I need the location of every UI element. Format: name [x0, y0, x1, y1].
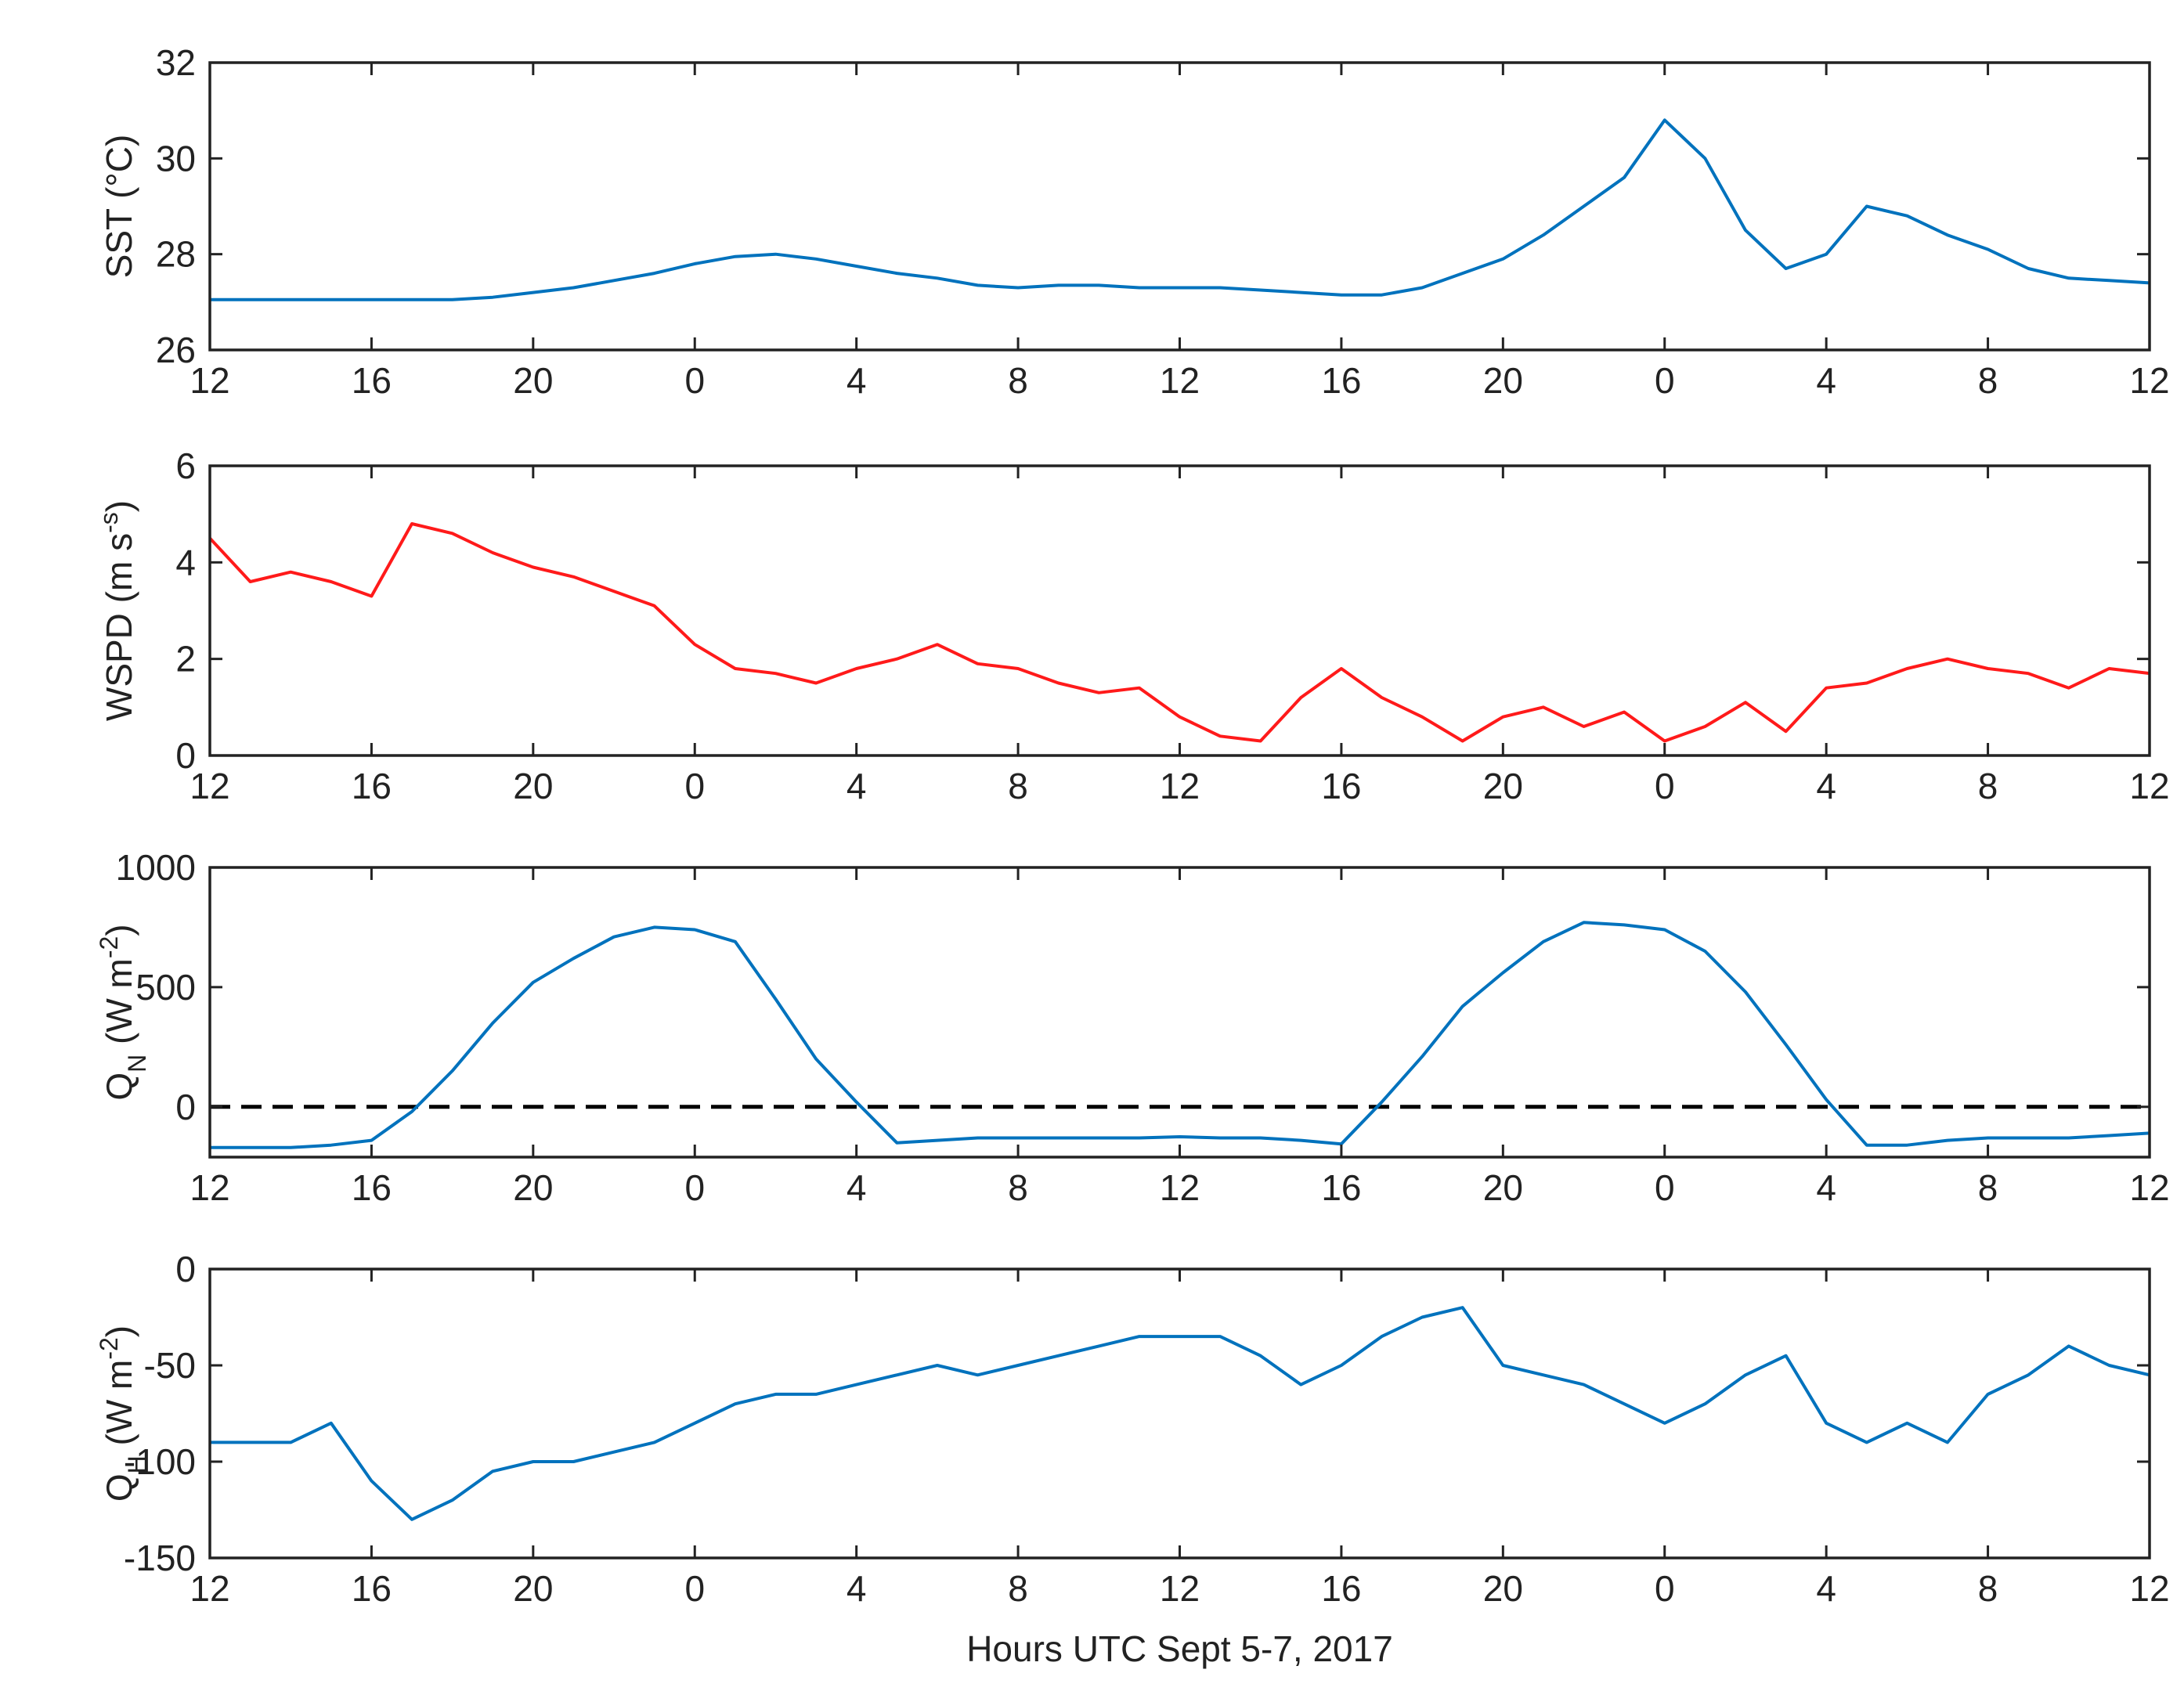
y-tick-label: 1000: [116, 847, 196, 888]
x-tick-label: 16: [352, 1568, 392, 1609]
x-tick-label: 8: [1008, 1167, 1028, 1208]
x-tick-label: 0: [1655, 360, 1675, 401]
y-label-part: -s: [95, 512, 123, 533]
x-tick-label: 20: [1483, 1568, 1523, 1609]
data-line: [210, 921, 2150, 1149]
x-tick-label: 20: [1483, 766, 1523, 806]
x-tick-label: 20: [1483, 360, 1523, 401]
x-tick-label: 4: [1816, 360, 1836, 401]
x-tick-label: 4: [1816, 1167, 1836, 1208]
y-tick-label: 500: [135, 967, 196, 1008]
x-tick-label: 0: [684, 360, 705, 401]
y-axis-label: QN (W m-2): [95, 924, 151, 1100]
x-tick-label: 12: [190, 360, 229, 401]
y-tick-label: 2: [175, 639, 196, 680]
y-tick-label: -100: [124, 1441, 196, 1482]
x-tick-label: 20: [513, 1568, 553, 1609]
y-axis-label: QH (W m-2): [95, 1325, 151, 1502]
y-label-part: WSPD (m s: [99, 533, 139, 721]
y-tick-label: 32: [156, 42, 196, 83]
x-tick-label: 20: [513, 360, 553, 401]
plot-frame: [208, 464, 2151, 757]
x-tick-label: 12: [2129, 360, 2169, 401]
x-tick-label: 0: [1655, 1167, 1675, 1208]
x-tick-label: 20: [513, 766, 553, 806]
x-tick-label: 8: [1008, 1568, 1028, 1609]
x-tick-label: 8: [1008, 360, 1028, 401]
x-tick-label: 0: [684, 766, 705, 806]
x-tick-label: 20: [1483, 1167, 1523, 1208]
x-tick-label: 12: [1160, 766, 1200, 806]
y-tick-label: 0: [175, 1249, 196, 1289]
x-tick-label: 8: [1978, 1167, 1998, 1208]
y-tick-label: 6: [175, 445, 196, 486]
data-line: [210, 1306, 2150, 1521]
y-tick-label: -150: [124, 1538, 196, 1578]
data-line: [210, 118, 2150, 301]
x-tick-label: 4: [847, 1167, 867, 1208]
x-tick-label: 16: [352, 360, 392, 401]
y-tick-label: 30: [156, 138, 196, 178]
y-label-part: ): [99, 500, 139, 512]
x-tick-label: 0: [1655, 766, 1675, 806]
x-tick-label: 8: [1008, 766, 1028, 806]
y-label-part: SST (°C): [99, 135, 139, 279]
x-tick-label: 8: [1978, 766, 1998, 806]
x-tick-label: 16: [1321, 766, 1361, 806]
y-label-part: H: [123, 1455, 151, 1473]
x-tick-label: 12: [190, 1167, 229, 1208]
x-tick-label: 16: [1321, 1167, 1361, 1208]
y-axis-label: WSPD (m s-s): [95, 500, 139, 721]
y-tick-label: 4: [175, 542, 196, 582]
x-tick-label: 4: [847, 766, 867, 806]
x-tick-label: 4: [847, 1568, 867, 1609]
x-tick-label: 12: [1160, 1167, 1200, 1208]
x-tick-label: 0: [684, 1167, 705, 1208]
x-tick-label: 4: [1816, 1568, 1836, 1609]
x-tick-label: 16: [352, 1167, 392, 1208]
x-tick-label: 12: [190, 766, 229, 806]
y-tick-label: 0: [175, 1087, 196, 1127]
x-tick-label: 8: [1978, 360, 1998, 401]
x-tick-label: 16: [1321, 360, 1361, 401]
y-label-part: N: [123, 1055, 151, 1073]
y-tick-label: 0: [175, 735, 196, 776]
plot-frame: [208, 1267, 2151, 1560]
y-label-part: (W m: [99, 958, 139, 1055]
y-label-part: Q: [99, 1073, 139, 1101]
plot-frame: [208, 866, 2151, 1159]
x-tick-label: 12: [2129, 1167, 2169, 1208]
x-tick-label: 0: [1655, 1568, 1675, 1609]
x-tick-label: 12: [2129, 766, 2169, 806]
y-label-part: ): [99, 1325, 139, 1337]
x-axis-label: Hours UTC Sept 5-7, 2017: [966, 1628, 1393, 1669]
x-tick-label: 20: [513, 1167, 553, 1208]
x-tick-label: 8: [1978, 1568, 1998, 1609]
x-tick-label: 16: [352, 766, 392, 806]
y-tick-label: -50: [144, 1345, 196, 1386]
y-label-part: -2: [95, 1337, 123, 1359]
plot-frame: [208, 61, 2151, 352]
y-axis-label: SST (°C): [99, 135, 139, 279]
y-tick-label: 28: [156, 234, 196, 275]
y-label-part: (W m: [99, 1360, 139, 1456]
data-line: [210, 522, 2150, 743]
y-label-part: Q: [99, 1473, 139, 1502]
x-tick-label: 12: [190, 1568, 229, 1609]
x-tick-label: 12: [1160, 360, 1200, 401]
x-tick-label: 0: [684, 1568, 705, 1609]
x-tick-label: 12: [1160, 1568, 1200, 1609]
x-tick-label: 4: [847, 360, 867, 401]
x-tick-label: 12: [2129, 1568, 2169, 1609]
y-label-part: ): [99, 924, 139, 936]
x-tick-label: 4: [1816, 766, 1836, 806]
y-label-part: -2: [95, 936, 123, 958]
x-tick-label: 16: [1321, 1568, 1361, 1609]
y-tick-label: 26: [156, 330, 196, 370]
